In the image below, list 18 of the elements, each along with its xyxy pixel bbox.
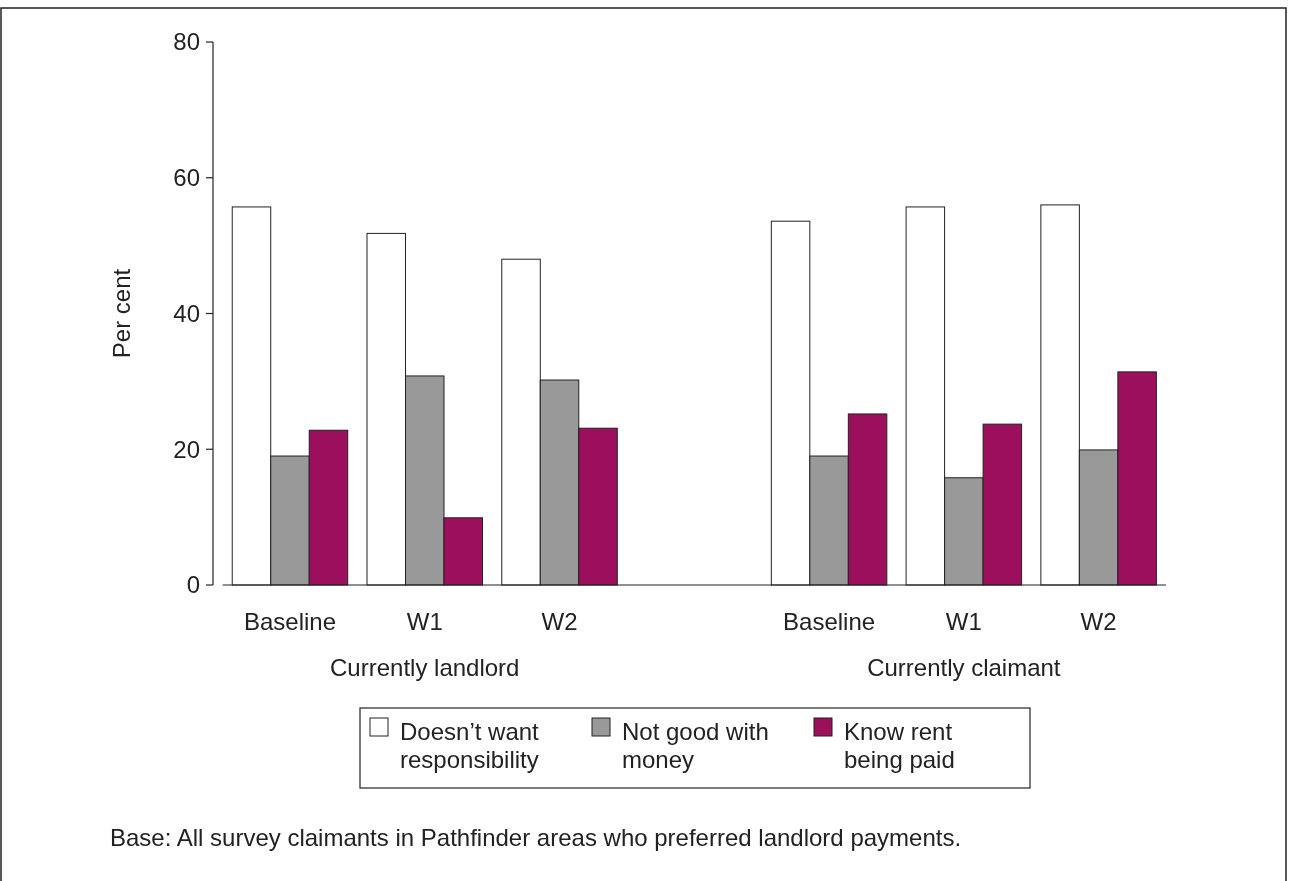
y-tick-label: 0: [186, 571, 200, 599]
text: Base: All survey claimants in Pathfinder areas who preferred landlord payments.: [110, 824, 962, 851]
text: Currently landlord: [330, 654, 520, 681]
y-tick-label: 20: [173, 435, 200, 463]
x-tick-label: W1: [945, 608, 982, 635]
legend-label: Doesn’t want responsibility: [400, 718, 540, 773]
y-tick-label: 80: [173, 28, 200, 56]
x-tick-label: W1: [406, 608, 443, 635]
y-axis-title: Per cent: [108, 268, 135, 359]
y-tick-label: 40: [173, 299, 200, 327]
x-tick-label: W2: [1080, 608, 1117, 635]
y-tick-label: 60: [173, 164, 200, 192]
x-tick-label: Baseline: [243, 608, 337, 635]
x-tick-label: Baseline: [783, 608, 876, 635]
legend-label: Know rent being paid: [844, 718, 955, 773]
x-tick-label: W2: [541, 608, 578, 635]
legend-label: Not good with money: [622, 718, 769, 773]
text: Currently claimant: [867, 654, 1061, 681]
